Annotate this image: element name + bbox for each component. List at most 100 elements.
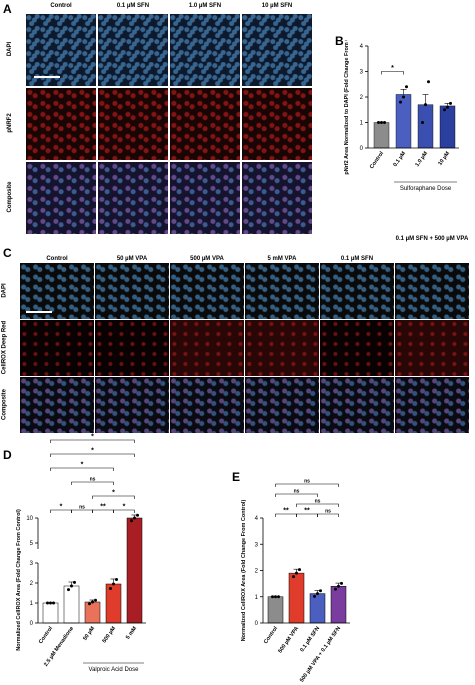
- significance-label: ns: [90, 477, 96, 483]
- significance-bracket: [50, 439, 135, 443]
- significance-bracket: [113, 509, 135, 513]
- y-tick-label: 1: [360, 121, 364, 127]
- x-group-label: Valproic Acid Dose: [89, 667, 140, 673]
- data-point: [91, 600, 94, 604]
- panel-d-chart: 0 1 2 3 5 10 Normalized CellROX Area (Fold Cha…: [16, 434, 146, 673]
- x-tick-label: 0.1 µM SFN: [299, 626, 321, 654]
- data-point: [46, 601, 49, 605]
- panel-c-micrograph-tile: [395, 377, 469, 433]
- significance-label: *: [91, 448, 94, 455]
- data-point: [94, 598, 97, 602]
- panel-a-column-header: 0.1 µM SFN: [116, 3, 150, 9]
- panel-c-micrograph-tile: [245, 320, 319, 376]
- significance-bracket: [296, 503, 339, 507]
- x-tick-label: 0.1 µM: [393, 150, 408, 168]
- panel-c-label: C: [3, 246, 12, 260]
- panel-c-micrograph-tile: [395, 263, 469, 319]
- significance-bracket: [92, 495, 135, 499]
- panel-a-row-label: pNRF2: [7, 113, 13, 133]
- panel-a-row-label: DAPI: [7, 41, 13, 57]
- y-tick-label: 0: [360, 146, 364, 152]
- y-tick-label: 3: [360, 70, 364, 76]
- data-point: [427, 80, 430, 84]
- data-point: [73, 580, 76, 584]
- panel-b-label: B: [335, 34, 344, 48]
- panel-a-micrograph-tile: [26, 162, 96, 234]
- panel-c-micrograph-tile: [245, 377, 319, 433]
- panel-a-micrograph-tile: [242, 162, 312, 234]
- y-tick-label: 2: [360, 95, 364, 101]
- x-tick-label: 1.0 µM: [415, 150, 430, 168]
- panel-c-column-header: 5 mM VPA: [267, 256, 297, 262]
- y-tick-label: 3: [255, 542, 259, 548]
- data-point: [136, 513, 139, 517]
- data-point: [292, 575, 295, 579]
- significance-label: *: [391, 65, 394, 72]
- panel-a-micrograph-tile: [98, 162, 168, 234]
- panel-a-micrograph-tile: [26, 14, 96, 86]
- significance-label: **: [100, 504, 106, 511]
- y-tick-label: 0: [255, 621, 259, 627]
- bar: [330, 586, 347, 624]
- panel-a-column-header: Control: [50, 3, 72, 9]
- panel-c-micrograph-tile: [320, 320, 394, 376]
- panel-a-micrograph-tile: [26, 88, 96, 160]
- panel-a-micrograph-tile: [242, 14, 312, 86]
- x-group-label: Sulforaphane Dose: [400, 186, 452, 192]
- data-point: [112, 582, 115, 586]
- data-point: [130, 519, 133, 523]
- bar: [288, 572, 305, 624]
- panel-c-row-label: DAPI: [1, 283, 8, 298]
- panel-c-micrograph-tile: [170, 263, 244, 319]
- bar: [63, 585, 80, 624]
- panel-c-row-label: Composite: [1, 389, 8, 421]
- significance-bracket: [50, 467, 114, 471]
- significance-bracket: [71, 481, 114, 485]
- data-point: [274, 595, 277, 599]
- y-tick-label: 2: [30, 581, 34, 587]
- panel-c-column-header: 500 µM VPA: [190, 256, 224, 262]
- panel-c-micrograph-tile: [170, 377, 244, 433]
- significance-bracket: [381, 71, 404, 75]
- data-point: [88, 602, 91, 606]
- bar: [439, 105, 456, 149]
- panel-c-micrograph-tile: [320, 377, 394, 433]
- data-point: [383, 121, 386, 124]
- x-tick-label: 500 µM VPA + 0.1 µM SFN: [299, 626, 342, 683]
- x-tick-label: Control: [369, 150, 385, 170]
- x-tick-label: 500 µM: [102, 625, 118, 644]
- panel-c-micrograph-tile: [320, 263, 394, 319]
- data-point: [133, 516, 136, 520]
- data-point: [295, 571, 298, 575]
- significance-bracket: [317, 513, 339, 517]
- panel-c-micrograph-tile: [95, 320, 169, 376]
- significance-bracket: [275, 483, 339, 487]
- panel-a-micrograph-tile: [170, 88, 240, 160]
- panel-c-column-header: 0.1 µM SFN: [340, 256, 374, 262]
- bar: [395, 94, 412, 149]
- x-tick-label: 5 mM: [125, 625, 138, 640]
- data-point: [449, 101, 452, 105]
- panel-a-micrograph-tile: [98, 88, 168, 160]
- panel-c-column-header: 0.1 µM SFN + 500 µM VPA: [395, 236, 469, 242]
- significance-label: **: [304, 508, 310, 515]
- x-tick-label: 10 µM: [437, 150, 451, 166]
- data-point: [67, 588, 70, 592]
- x-tick-label: 50 µM: [82, 625, 96, 641]
- bar: [267, 596, 284, 624]
- data-point: [377, 121, 380, 124]
- y-axis-label: Normalized CellROX Area (Fold Change Fro…: [16, 509, 22, 651]
- bar: [309, 593, 326, 624]
- significance-label: *: [81, 462, 84, 469]
- x-tick-label: Control: [38, 625, 54, 645]
- data-point: [337, 584, 340, 588]
- y-tick-label: 0: [30, 621, 34, 627]
- data-point: [399, 100, 402, 104]
- data-point: [340, 581, 343, 585]
- panel-a-micrograph-tile: [170, 162, 240, 234]
- data-point: [421, 121, 424, 124]
- significance-label: ns: [294, 489, 300, 495]
- data-point: [319, 589, 322, 593]
- significance-bracket: [50, 453, 135, 457]
- panel-a-micrograph-tile: [242, 88, 312, 160]
